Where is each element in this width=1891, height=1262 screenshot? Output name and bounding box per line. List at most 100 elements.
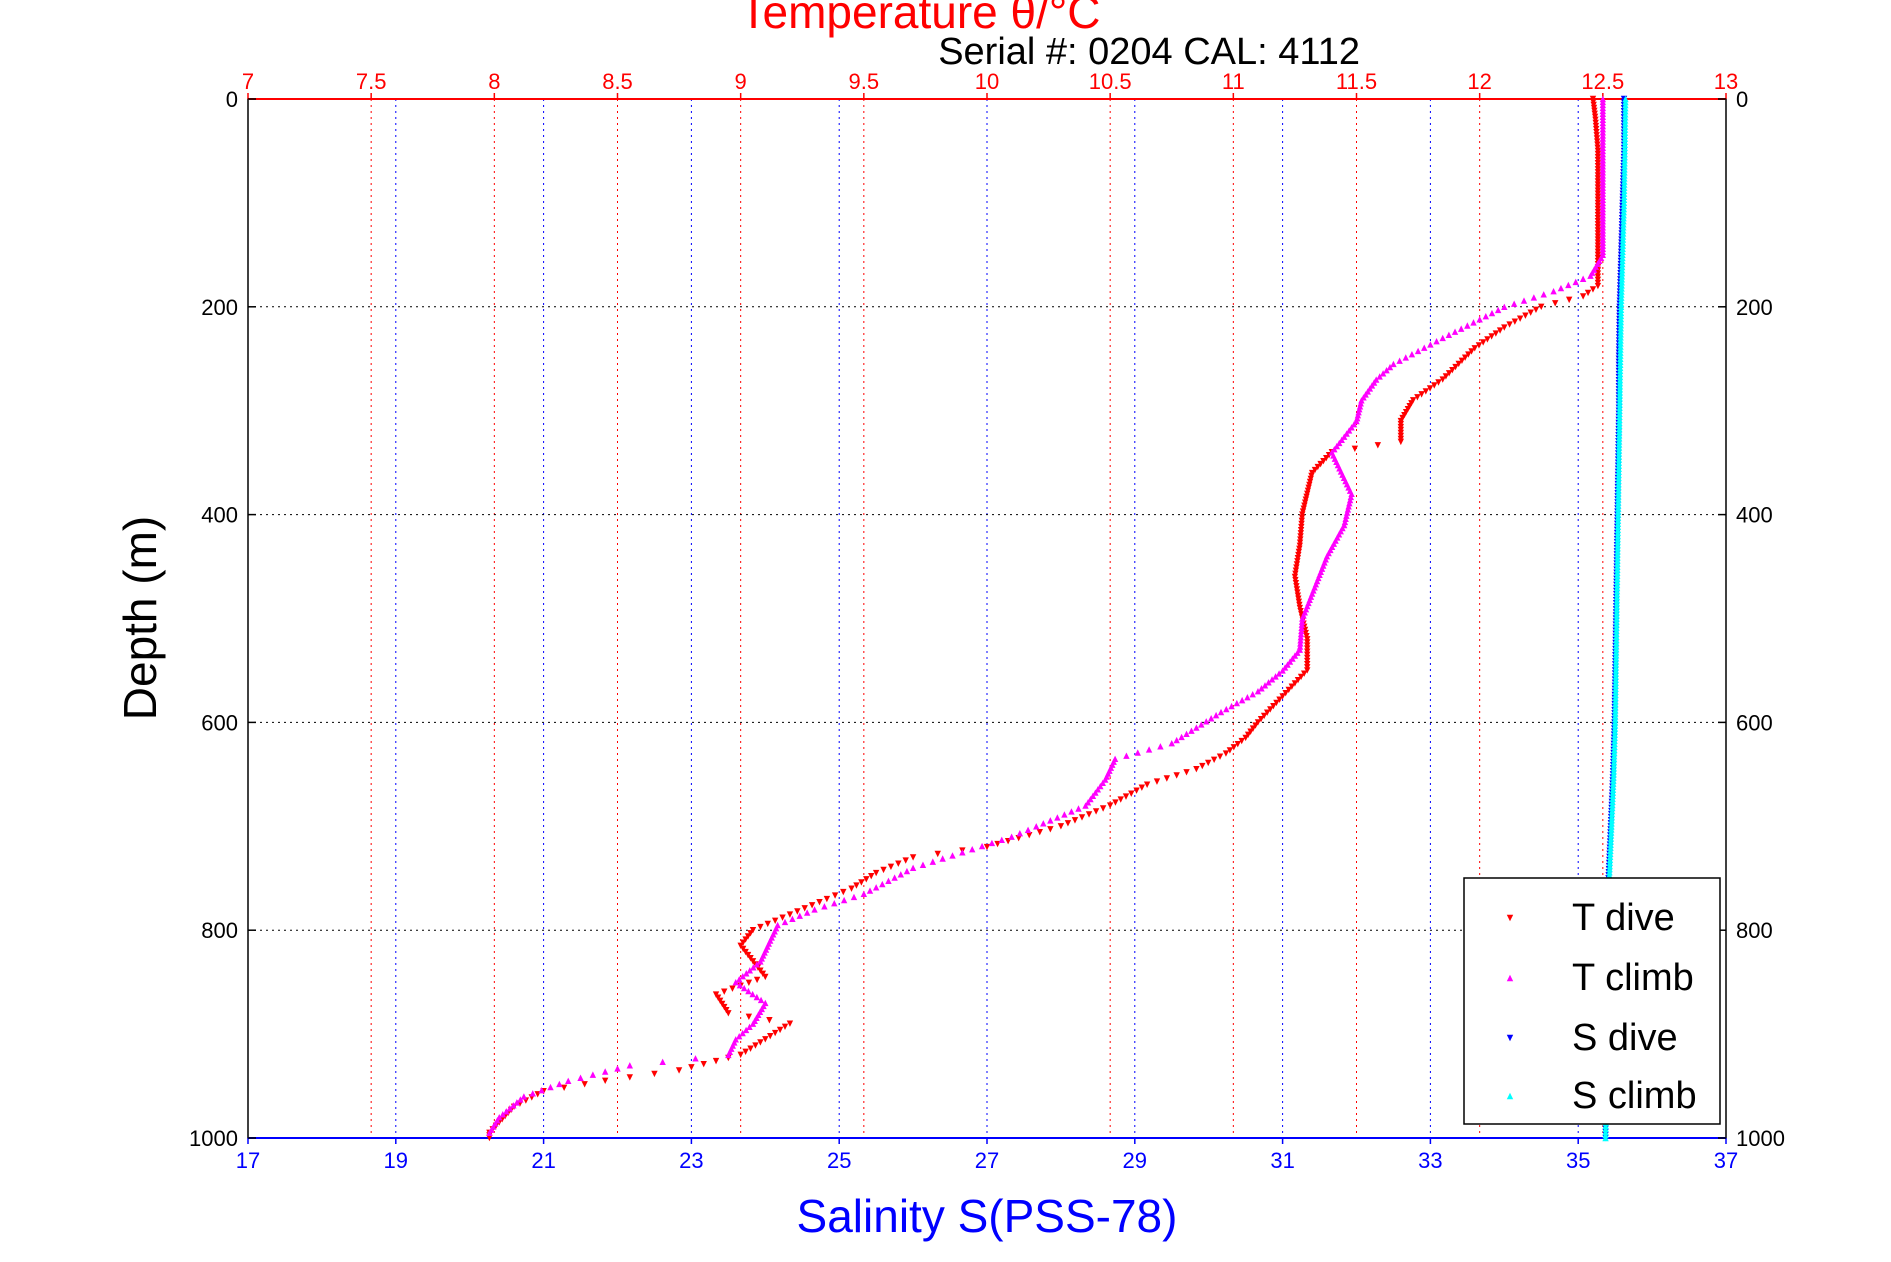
point-t-dive [721,988,728,995]
point-t-dive [776,1026,784,1034]
point-t-dive [1085,811,1093,818]
point-s-climb [1608,816,1615,824]
point-t-dive [853,882,860,889]
point-s-climb [1609,801,1616,809]
point-t-climb [1212,711,1220,719]
point-t-dive [1452,363,1459,371]
point-t-dive [1594,282,1602,290]
point-t-dive [737,1051,744,1059]
point-t-climb [1298,627,1305,635]
point-t-dive [1445,370,1453,377]
point-t-climb [1228,702,1235,710]
temperature-tick-label: 10.5 [1089,69,1132,94]
point-s-climb [1618,297,1625,304]
point-t-climb [739,1029,746,1037]
point-t-dive [1291,680,1299,687]
point-t-dive [1199,762,1206,770]
point-s-climb [1620,227,1627,234]
point-t-climb [1275,670,1283,677]
depth-tick-label-left: 200 [201,295,238,320]
point-s-climb [1611,740,1618,747]
point-t-climb [1408,351,1416,358]
point-t-dive [771,917,779,925]
point-t-climb [1145,746,1153,753]
legend-label-s-dive: S dive [1572,1017,1678,1059]
point-t-climb [742,1026,750,1034]
point-t-dive [729,985,736,992]
point-t-climb [1134,749,1141,756]
point-t-climb [517,1096,524,1103]
point-s-climb [1610,755,1618,763]
point-t-climb [939,855,946,862]
point-s-climb [1610,758,1618,766]
point-t-climb [1054,814,1061,821]
point-t-dive [1143,781,1151,788]
point-s-climb [1610,780,1617,787]
point-t-dive [688,1064,695,1071]
point-t-climb [565,1077,572,1085]
point-s-climb [1611,728,1619,735]
point-t-climb [692,1055,699,1062]
point-t-dive [1260,712,1268,720]
point-t-dive [1465,351,1472,358]
point-t-climb [1099,779,1106,786]
point-t-climb [1345,427,1353,434]
point-t-dive [868,872,875,880]
point-s-climb [1619,260,1626,268]
point-t-climb [1084,799,1092,806]
point-t-dive [831,892,839,899]
salinity-tick-label: 29 [1123,1148,1147,1173]
point-s-climb [1608,823,1615,830]
point-t-dive [1047,826,1054,833]
point-s-climb [1607,835,1615,842]
point-t-climb [1092,789,1099,796]
point-t-dive [848,885,855,892]
point-t-climb [503,1108,510,1115]
depth-tick-label-right: 400 [1736,503,1773,528]
point-t-dive [880,866,887,874]
point-t-dive [1501,324,1508,331]
point-s-climb [1607,844,1614,851]
point-s-climb [1609,786,1617,793]
point-s-climb [1611,746,1618,754]
point-t-climb [1427,341,1434,348]
point-t-climb [757,958,764,965]
point-t-climb [1376,373,1383,380]
point-t-dive [712,1057,720,1065]
point-s-climb [1609,789,1617,796]
salinity-axis-title: Salinity S(PSS-78) [797,1190,1178,1242]
point-t-climb [1203,718,1210,725]
point-t-climb [1094,786,1102,793]
point-t-climb [1501,303,1508,310]
point-s-climb [1619,251,1626,259]
point-t-dive [1496,327,1504,334]
temperature-tick-label: 11.5 [1336,69,1377,94]
point-s-climb [1608,826,1615,833]
point-t-climb [1033,823,1040,830]
point-t-climb [1089,792,1097,799]
point-t-climb [486,1129,493,1137]
point-s-climb [1608,807,1616,815]
point-t-dive [1092,808,1100,815]
point-t-climb [745,987,752,995]
point-s-climb [1611,722,1619,729]
depth-tick-label-left: 400 [201,503,238,528]
point-t-climb [1488,309,1496,317]
point-t-dive [1276,696,1283,703]
point-t-dive [858,879,865,886]
point-t-climb [1265,679,1272,686]
point-t-climb [803,909,811,916]
point-t-climb [1168,739,1175,747]
point-t-dive [840,888,847,896]
point-t-dive [1579,293,1587,300]
point-t-dive [1471,345,1478,352]
point-t-dive [1122,793,1130,800]
point-t-dive [801,905,808,912]
point-t-dive [1193,765,1200,773]
point-t-climb [1451,328,1459,335]
point-t-climb [1550,288,1557,295]
point-t-climb [589,1071,597,1078]
point-s-climb [1609,792,1616,799]
point-t-climb [1217,708,1225,716]
point-t-climb [1348,424,1355,431]
